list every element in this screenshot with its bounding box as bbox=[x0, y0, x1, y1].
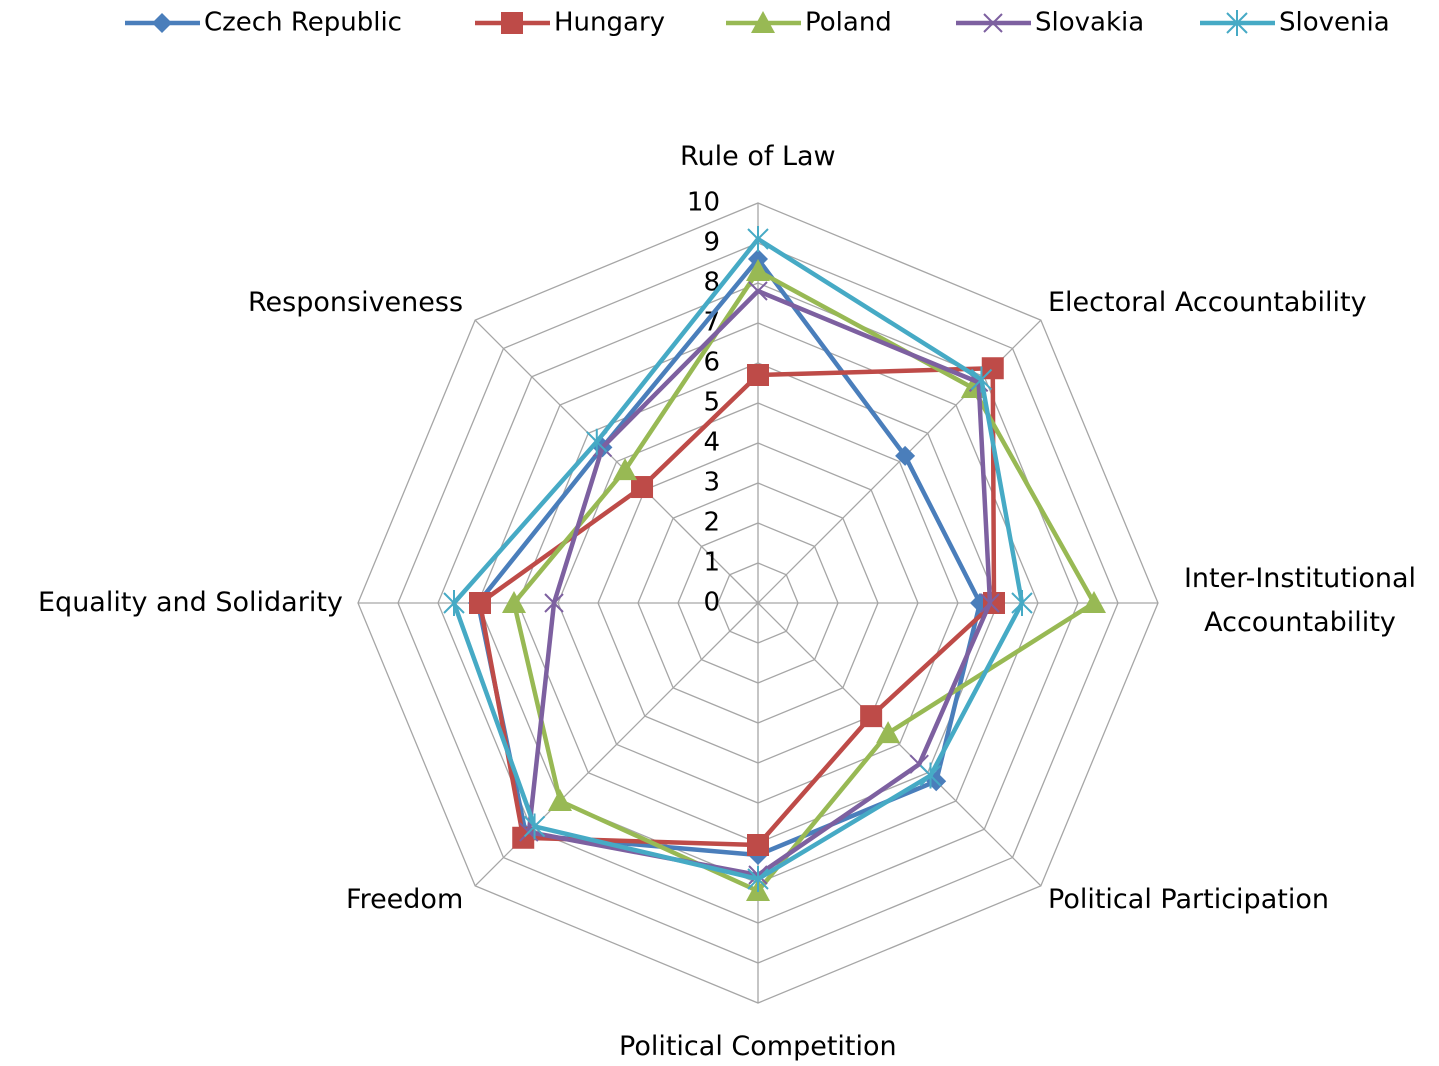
data-point bbox=[586, 428, 608, 455]
category-label: Freedom bbox=[346, 884, 464, 915]
category-label: Responsiveness bbox=[248, 287, 464, 318]
legend-marker bbox=[983, 13, 1003, 33]
y-tick-label: 2 bbox=[703, 508, 720, 538]
y-tick-label: 7 bbox=[703, 308, 720, 338]
data-point bbox=[1011, 590, 1033, 616]
legend-label: Slovakia bbox=[1035, 8, 1144, 38]
data-point bbox=[548, 788, 573, 811]
data-point bbox=[970, 366, 993, 393]
category-label: Electoral Accountability bbox=[1048, 287, 1367, 318]
data-point bbox=[469, 592, 491, 614]
y-tick-label: 1 bbox=[703, 548, 720, 578]
y-tick-label: 9 bbox=[703, 228, 720, 258]
data-point bbox=[748, 281, 768, 301]
spoke bbox=[757, 602, 1042, 887]
legend-label: Poland bbox=[805, 8, 892, 38]
data-point bbox=[1082, 591, 1106, 613]
y-tick-label: 5 bbox=[703, 388, 720, 418]
y-tick-label: 6 bbox=[703, 348, 720, 378]
category-label: Inter-Institutional Accountability bbox=[1183, 563, 1417, 638]
category-label: Rule of Law bbox=[680, 141, 836, 172]
data-point bbox=[746, 259, 770, 281]
data-point bbox=[747, 226, 769, 252]
category-label: Political Competition bbox=[619, 1031, 897, 1062]
legend-marker bbox=[751, 11, 775, 33]
spoke bbox=[474, 319, 759, 604]
data-point bbox=[523, 813, 546, 840]
data-point bbox=[860, 705, 883, 728]
data-point bbox=[747, 866, 769, 892]
y-tick-label: 0 bbox=[703, 588, 720, 618]
data-point bbox=[502, 591, 526, 613]
data-point bbox=[544, 593, 564, 613]
legend-label: Czech Republic bbox=[204, 8, 402, 38]
legend-marker bbox=[501, 12, 523, 34]
category-label: Equality and Solidarity bbox=[38, 587, 343, 618]
data-point bbox=[747, 834, 769, 856]
legend-marker bbox=[1226, 10, 1248, 36]
data-point bbox=[613, 458, 638, 481]
data-point bbox=[980, 593, 1000, 613]
data-point bbox=[747, 364, 769, 386]
legend-label: Slovenia bbox=[1279, 8, 1390, 38]
category-label: Political Participation bbox=[1048, 884, 1329, 915]
data-point bbox=[895, 445, 916, 466]
series-line bbox=[511, 268, 1097, 894]
data-point bbox=[919, 762, 942, 789]
data-point bbox=[876, 721, 901, 744]
legend-marker bbox=[152, 13, 172, 33]
y-tick-label: 3 bbox=[703, 468, 720, 498]
y-tick-label: 10 bbox=[687, 188, 720, 218]
y-tick-label: 4 bbox=[703, 428, 720, 458]
data-point bbox=[631, 476, 654, 499]
legend-label: Hungary bbox=[554, 8, 665, 38]
data-point bbox=[443, 590, 465, 616]
